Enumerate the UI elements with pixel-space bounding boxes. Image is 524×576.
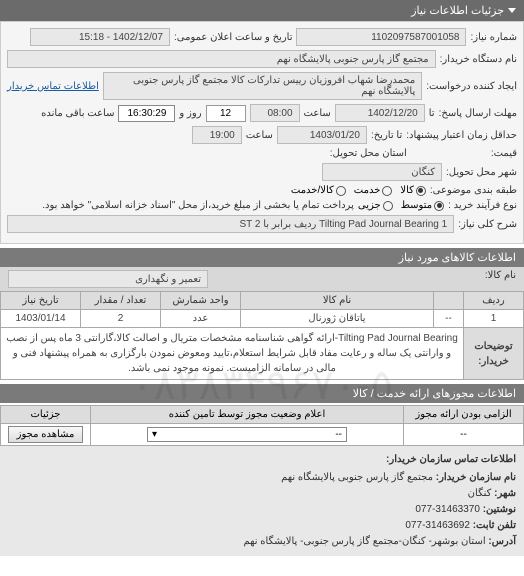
contact-tel: 31463692-077 [405, 520, 470, 531]
contact-addr: استان بوشهر- کنگان-مجتمع گاز پارس جنوبی-… [243, 536, 485, 547]
col-blank [434, 292, 464, 310]
until-label: تا [429, 108, 435, 119]
col-unit: واحد شمارش [161, 292, 241, 310]
classify-opt-1[interactable]: خدمت [354, 185, 393, 196]
goods-name-value: تعمیر و نگهداری [8, 270, 208, 288]
panel-header: جزئیات اطلاعات نیاز [0, 0, 524, 21]
cell-code: -- [434, 310, 464, 328]
panel-title: جزئیات اطلاعات نیاز [411, 4, 504, 17]
deadline-date: 1402/12/20 [335, 104, 425, 122]
delivery-state-label: استان محل تحویل: [330, 148, 407, 159]
col-qty: تعداد / مقدار [81, 292, 161, 310]
radio-icon [416, 186, 426, 196]
timer-value: 16:30:29 [118, 105, 175, 122]
subject-value: Tilting Pad Journal Bearing 1 ردیف برابر… [7, 215, 454, 233]
deadline-label: مهلت ارسال پاسخ: [439, 108, 517, 119]
classify-opt-0[interactable]: کالا [400, 185, 426, 196]
desc-row: توضیحات خریدار: Tilting Pad Journal Bear… [1, 328, 524, 380]
days-label: روز و [179, 108, 201, 119]
purchase-group: متوسط جزیی [358, 200, 444, 211]
requester-label: ایجاد کننده درخواست: [426, 81, 517, 92]
remaining-label: ساعت باقی مانده [41, 108, 114, 119]
valid-until-label: تا تاریخ: [371, 130, 402, 141]
view-permit-button[interactable]: مشاهده مجوز [8, 426, 84, 443]
contact-title: اطلاعات تماس سازمان خریدار: [8, 452, 516, 468]
cell-idx: 1 [464, 310, 524, 328]
delivery-city-label: شهر محل تحویل: [446, 167, 517, 178]
col-date: تاریخ نیاز [1, 292, 81, 310]
req-no-value: 1102097587001058 [296, 28, 466, 46]
classify-label: طبقه بندی موضوعی: [430, 185, 517, 196]
buyer-dev-label: نام دستگاه خریدار: [440, 54, 517, 65]
table-header-row: ردیف نام کالا واحد شمارش تعداد / مقدار ت… [1, 292, 524, 310]
chevron-down-icon: ▾ [152, 429, 157, 440]
goods-header: اطلاعات کالاهای مورد نیاز [0, 248, 524, 267]
classify-opt-2[interactable]: کالا/خدمت [291, 185, 346, 196]
cell-date: 1403/01/14 [1, 310, 81, 328]
requester-value: محمدرضا شهاب افروزیان رییس تدارکات کالا … [103, 72, 422, 100]
purchase-note: پرداخت تمام یا بخشی از مبلغ خرید،از محل … [7, 200, 354, 211]
time-label-2: ساعت [246, 130, 273, 141]
valid-time: 19:00 [192, 126, 242, 144]
valid-date: 1403/01/20 [277, 126, 367, 144]
contact-link[interactable]: اطلاعات تماس خریدار [7, 81, 99, 92]
radio-icon [383, 201, 393, 211]
col-name: نام کالا [241, 292, 434, 310]
price-label: قیمت: [491, 148, 517, 159]
contact-ext-label: نوشتین: [483, 504, 516, 515]
table-row[interactable]: 1 -- یاتاقان ژورنال عدد 2 1403/01/14 [1, 310, 524, 328]
info-panel: شماره نیاز: 1102097587001058 تاریخ و ساع… [0, 21, 524, 244]
contact-addr-label: آدرس: [488, 536, 516, 547]
permit-select[interactable]: -- ▾ [147, 427, 347, 442]
desc-label: توضیحات خریدار: [464, 328, 524, 380]
buyer-dev-value: مجتمع گاز پارس جنوبی پالایشگاه نهم [7, 50, 436, 68]
contact-tel-label: تلفن ثابت: [473, 520, 516, 531]
cell-unit: عدد [161, 310, 241, 328]
cell-qty: 2 [81, 310, 161, 328]
announce-value: 1402/12/07 - 15:18 [30, 28, 170, 46]
radio-icon [434, 201, 444, 211]
classify-group: کالا خدمت کالا/خدمت [291, 185, 426, 196]
col-idx: ردیف [464, 292, 524, 310]
permit-col-2: جزئیات [1, 406, 91, 424]
contact-org: مجتمع گاز پارس جنوبی پالایشگاه نهم [281, 472, 433, 483]
permit-select-cell: -- ▾ [91, 424, 404, 446]
permit-col-1: اعلام وضعیت مجوز توسط تامین کننده [91, 406, 404, 424]
req-no-label: شماره نیاز: [470, 32, 517, 43]
purchase-opt-0[interactable]: متوسط [401, 200, 444, 211]
goods-table: ردیف نام کالا واحد شمارش تعداد / مقدار ت… [0, 291, 524, 380]
permit-row: -- -- ▾ مشاهده مجوز [1, 424, 524, 446]
contact-ext: 31463370-077 [415, 504, 480, 515]
cell-name: یاتاقان ژورنال [241, 310, 434, 328]
goods-subbar: نام کالا: تعمیر و نگهداری [0, 267, 524, 291]
radio-icon [382, 186, 392, 196]
announce-label: تاریخ و ساعت اعلان عمومی: [174, 32, 293, 43]
radio-icon [336, 186, 346, 196]
subject-label: شرح کلی نیاز: [458, 219, 517, 230]
days-value: 12 [206, 105, 246, 122]
contact-org-label: نام سازمان خریدار: [436, 472, 516, 483]
permit-action-cell: مشاهده مجوز [1, 424, 91, 446]
collapse-icon[interactable] [508, 8, 516, 13]
contact-block: اطلاعات تماس سازمان خریدار: نام سازمان خ… [0, 446, 524, 556]
atleast-label: حداقل زمان اعتبار پیشنهاد: [406, 130, 517, 141]
permit-col-0: الزامی بودن ارائه مجوز [404, 406, 524, 424]
contact-city-label: شهر: [494, 488, 516, 499]
desc-text: Tilting Pad Journal Bearing-ارائه گواهی … [1, 328, 464, 380]
contact-city: کنگان [468, 488, 492, 499]
permit-mandatory: -- [404, 424, 524, 446]
purchase-opt-1[interactable]: جزیی [358, 200, 393, 211]
time-label-1: ساعت [304, 108, 331, 119]
deadline-time: 08:00 [250, 104, 300, 122]
purchase-type-label: نوع فرآیند خرید : [448, 200, 517, 211]
permits-header: اطلاعات مجوزهای ارائه خدمت / کالا [0, 384, 524, 403]
permits-table: الزامی بودن ارائه مجوز اعلام وضعیت مجوز … [0, 405, 524, 446]
delivery-city-value: کنگان [322, 163, 442, 181]
